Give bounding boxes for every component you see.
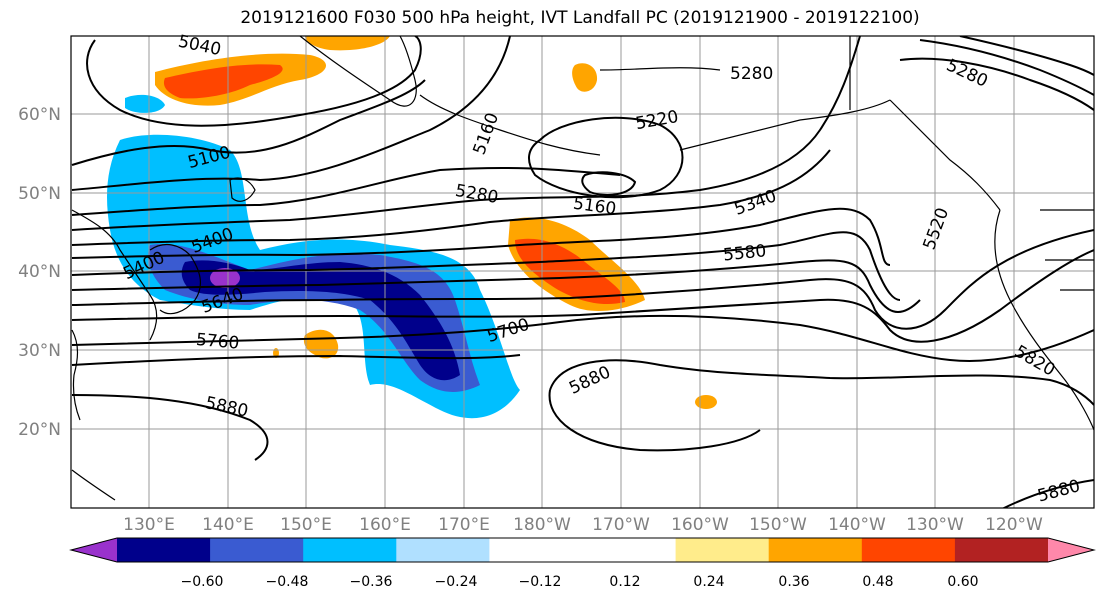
colorbar-tick-label: −0.12 — [519, 574, 562, 590]
lon-label: 170°W — [592, 515, 650, 535]
colorbar-segment — [861, 538, 956, 562]
colorbar-segment — [675, 538, 770, 562]
lon-label: 170°E — [438, 515, 490, 535]
colorbar-segment — [768, 538, 863, 562]
ivt-negative-region-core — [181, 260, 460, 381]
ivt-positive-region-hawaii — [695, 395, 717, 409]
colorbar-tick-label: −0.24 — [435, 574, 478, 590]
colorbar-tick-label: 0.24 — [693, 574, 724, 590]
height-contours — [71, 36, 1094, 508]
contour-label: 5280 — [730, 64, 773, 84]
colorbar-segment — [954, 538, 1049, 562]
colorbar-tick-label: 0.48 — [862, 574, 893, 590]
colorbar-segment — [210, 538, 304, 562]
contour-label: 5760 — [195, 330, 240, 354]
ivt-positive-region-top — [305, 36, 390, 51]
ivt-negative-peak — [210, 268, 240, 288]
lon-label: 160°W — [671, 515, 729, 535]
ivt-positive-region-aleutian-core — [163, 64, 283, 99]
lon-label: 180°W — [513, 515, 571, 535]
lat-label: 30°N — [18, 341, 61, 361]
colorbar-tick-label: 0.12 — [609, 574, 640, 590]
colorbar-tick-label: −0.36 — [350, 574, 393, 590]
ivt-negative-region-north — [125, 94, 165, 113]
ivt-positive-region-kamchatka — [572, 63, 598, 92]
map-frame — [70, 35, 1095, 509]
lon-label: 160°E — [359, 515, 411, 535]
colorbar-tick-label: 0.60 — [947, 574, 978, 590]
colorbar-ticks: −0.60 −0.48 −0.36 −0.24 −0.12 0.12 0.24 … — [181, 574, 979, 590]
lon-axis: 130°E 140°E 150°E 160°E 170°E 180°W 170°… — [123, 515, 1043, 535]
plot-title: 2019121600 F030 500 hPa height, IVT Land… — [240, 8, 920, 28]
lat-label: 50°N — [18, 184, 61, 204]
contour-label: 5580 — [722, 241, 767, 265]
coastlines — [71, 36, 1094, 501]
colorbar-extension-high — [1048, 538, 1094, 562]
colorbar-tick-label: −0.48 — [266, 574, 309, 590]
colorbar-segment — [117, 538, 211, 562]
colorbar-tick-label: −0.60 — [181, 574, 224, 590]
lon-label: 150°W — [749, 515, 807, 535]
ivt-positive-region-small — [303, 329, 339, 359]
lat-label: 60°N — [18, 105, 61, 125]
lon-label: 130°W — [906, 515, 964, 535]
colorbar-extension-low — [71, 538, 117, 562]
lat-label: 40°N — [18, 262, 61, 282]
lat-axis: 60°N 50°N 40°N 30°N 20°N — [18, 105, 61, 440]
colorbar: −0.60 −0.48 −0.36 −0.24 −0.12 0.12 0.24 … — [69, 537, 1096, 590]
colorbar-segment — [396, 538, 490, 562]
lon-label: 130°E — [123, 515, 175, 535]
lat-label: 20°N — [18, 420, 61, 440]
lon-label: 140°E — [202, 515, 254, 535]
colorbar-segment — [489, 538, 583, 562]
lon-label: 140°W — [828, 515, 886, 535]
colorbar-segment — [582, 538, 677, 562]
colorbar-segment — [303, 538, 397, 562]
colorbar-tick-label: 0.36 — [778, 574, 809, 590]
lon-label: 150°E — [280, 515, 332, 535]
lon-label: 120°W — [985, 515, 1043, 535]
gridlines — [71, 36, 1094, 508]
